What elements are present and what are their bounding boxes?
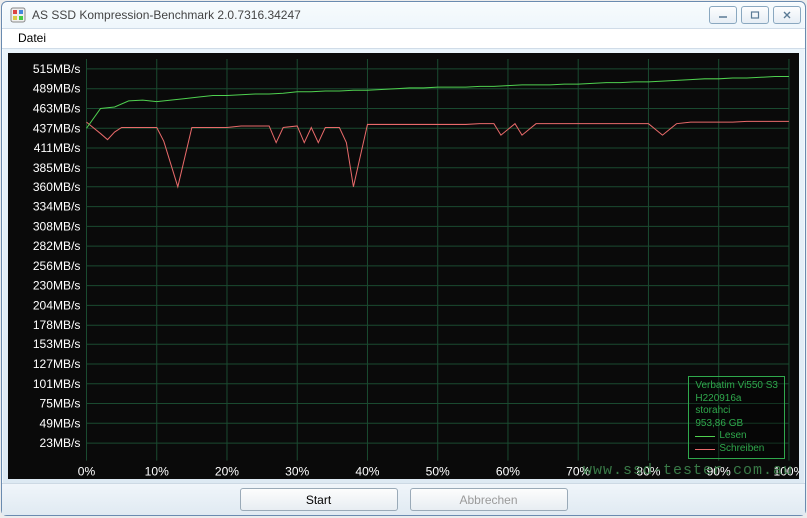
- legend-read-label: Lesen: [719, 430, 746, 443]
- legend-driver: storahci: [695, 405, 778, 418]
- svg-text:20%: 20%: [215, 464, 239, 478]
- titlebar[interactable]: AS SSD Kompression-Benchmark 2.0.7316.34…: [2, 2, 805, 28]
- app-icon: [10, 7, 26, 23]
- svg-text:178MB/s: 178MB/s: [33, 318, 81, 332]
- close-button[interactable]: [773, 6, 801, 24]
- svg-text:50%: 50%: [426, 464, 450, 478]
- button-bar: Start Abbrechen: [2, 483, 805, 515]
- app-window: AS SSD Kompression-Benchmark 2.0.7316.34…: [1, 1, 806, 516]
- svg-text:204MB/s: 204MB/s: [33, 298, 81, 312]
- svg-text:411MB/s: 411MB/s: [34, 141, 81, 155]
- legend-box: Verbatim Vi550 S3 H220916a storahci 953,…: [688, 376, 785, 459]
- svg-text:256MB/s: 256MB/s: [33, 259, 81, 273]
- svg-text:23MB/s: 23MB/s: [40, 436, 81, 450]
- svg-text:40%: 40%: [355, 464, 379, 478]
- legend-capacity: 953,86 GB: [695, 418, 778, 431]
- svg-text:101MB/s: 101MB/s: [33, 376, 81, 390]
- svg-text:30%: 30%: [285, 464, 309, 478]
- legend-firmware: H220916a: [695, 393, 778, 406]
- svg-text:334MB/s: 334MB/s: [33, 199, 81, 213]
- svg-text:10%: 10%: [145, 464, 169, 478]
- svg-text:60%: 60%: [496, 464, 520, 478]
- window-title: AS SSD Kompression-Benchmark 2.0.7316.34…: [32, 8, 709, 22]
- svg-text:308MB/s: 308MB/s: [33, 219, 81, 233]
- menu-file[interactable]: Datei: [10, 29, 54, 47]
- maximize-button[interactable]: [741, 6, 769, 24]
- svg-text:489MB/s: 489MB/s: [33, 81, 81, 95]
- svg-text:437MB/s: 437MB/s: [33, 121, 81, 135]
- svg-text:463MB/s: 463MB/s: [33, 101, 81, 115]
- chart-area: 23MB/s 49MB/s 75MB/s 101MB/s 127MB/s 153MB/s 1…: [8, 53, 799, 480]
- legend-write-label: Schreiben: [719, 443, 764, 456]
- svg-text:360MB/s: 360MB/s: [33, 179, 81, 193]
- svg-text:230MB/s: 230MB/s: [33, 278, 81, 292]
- legend-swatch-write: [695, 449, 715, 450]
- svg-text:153MB/s: 153MB/s: [33, 337, 81, 351]
- svg-text:0%: 0%: [78, 464, 96, 478]
- svg-text:385MB/s: 385MB/s: [33, 160, 81, 174]
- benchmark-chart: 23MB/s 49MB/s 75MB/s 101MB/s 127MB/s 153MB/s 1…: [8, 53, 799, 480]
- watermark: www.ssd-tester.com.au: [583, 462, 793, 479]
- svg-text:49MB/s: 49MB/s: [40, 416, 81, 430]
- svg-text:515MB/s: 515MB/s: [33, 62, 81, 76]
- menubar: Datei: [2, 28, 805, 49]
- abort-button: Abbrechen: [410, 488, 568, 511]
- legend-swatch-read: [695, 436, 715, 437]
- svg-text:75MB/s: 75MB/s: [40, 396, 81, 410]
- svg-text:127MB/s: 127MB/s: [33, 357, 81, 371]
- svg-text:282MB/s: 282MB/s: [33, 239, 81, 253]
- start-button[interactable]: Start: [240, 488, 398, 511]
- minimize-button[interactable]: [709, 6, 737, 24]
- legend-device-name: Verbatim Vi550 S3: [695, 380, 778, 393]
